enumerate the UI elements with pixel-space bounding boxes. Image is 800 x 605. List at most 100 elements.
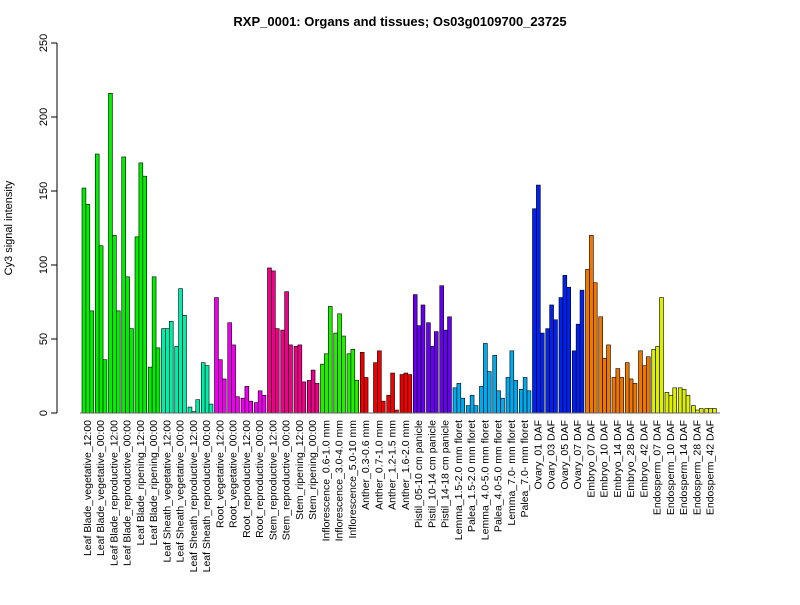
x-tick-label: Palea_1.5-2.0 mm floret: [466, 420, 478, 532]
bar: [138, 162, 144, 414]
y-axis: 0 50 100 150 200 250: [38, 34, 58, 416]
bar: [483, 343, 488, 414]
bar: [214, 297, 219, 414]
bar: [267, 267, 272, 414]
bar: [261, 394, 267, 414]
bar: [85, 204, 91, 414]
x-tick-label: Anther_0.7-1.0 mm: [373, 420, 385, 510]
x-tick-label: Inflorescence_3.0-4.0 mm: [334, 420, 346, 542]
bar: [373, 362, 378, 414]
bar: [619, 377, 624, 414]
x-tick-label: Root_reproductive_12:00: [241, 420, 253, 538]
bar: [615, 368, 621, 414]
bar: [469, 394, 475, 414]
bar: [691, 405, 696, 414]
x-tick-label: Root_vegetative_12:00: [214, 420, 226, 528]
x-tick-label: Embryo_28 DAF: [625, 420, 637, 498]
bar: [208, 403, 214, 414]
x-tick-label: Embryo_10 DAF: [599, 420, 611, 498]
x-tick-label: Stem_ripening_00:00: [307, 420, 319, 520]
x-tick-label: Anther_0.3-0.6 mm: [360, 420, 372, 510]
bar: [165, 328, 170, 414]
bar: [416, 325, 422, 414]
x-tick-label: Pistil_14-18 cm panicle: [440, 420, 452, 528]
bar: [129, 328, 134, 414]
bar: [147, 366, 153, 414]
bar: [403, 372, 409, 414]
bar: [142, 175, 147, 414]
bar: [151, 276, 157, 414]
x-tick-label: Ovary_07 DAF: [572, 420, 584, 489]
bar: [257, 390, 263, 414]
x-tick-label: Lemma_4.0-5.0 mm floret: [479, 420, 491, 540]
bar: [412, 294, 418, 414]
x-tick-label: Root_vegetative_00:00: [228, 420, 240, 528]
y-tick-label: 200: [38, 108, 50, 126]
bar: [566, 286, 571, 414]
bar: [513, 380, 518, 414]
x-tick-label: Anther_1.6-2.0 mm: [400, 420, 412, 510]
bar: [579, 289, 585, 414]
bar: [571, 350, 577, 414]
x-tick-label: Pistil_10-14 cm panicle: [426, 420, 438, 528]
bar: [125, 276, 130, 414]
bar: [195, 399, 200, 414]
bar: [200, 362, 206, 414]
x-tick-label: Ovary_03 DAF: [546, 420, 558, 489]
bar: [443, 329, 448, 414]
x-tick-label: Leaf Blade_vegetative_00:00: [95, 420, 107, 556]
bar: [532, 208, 537, 414]
bar: [426, 322, 431, 414]
bar: [324, 353, 329, 414]
bar: [280, 329, 285, 414]
bar: [235, 396, 240, 414]
x-tick-label: Leaf Blade_reproductive_00:00: [122, 420, 134, 566]
bar: [386, 394, 391, 414]
x-tick-label: Leaf Blade_ripening_12:00: [135, 420, 147, 546]
bar: [390, 372, 395, 414]
x-tick-label: Palea_4.0-5.0 mm floret: [493, 420, 505, 532]
bar: [327, 306, 333, 414]
bar: [522, 377, 528, 414]
x-tick-label: Ovary_01 DAF: [532, 420, 544, 489]
x-tick-label: Embryo_14 DAF: [612, 420, 624, 498]
x-tick-label: Leaf Sheath_reproductive_12:00: [188, 420, 200, 573]
bar: [536, 184, 541, 414]
chart-title: RXP_0001: Organs and tissues; Os03g01097…: [233, 14, 566, 29]
bar: [94, 153, 100, 414]
bar: [452, 387, 458, 414]
bar: [651, 349, 656, 414]
bar: [500, 397, 505, 414]
bar: [638, 350, 643, 414]
bar: [592, 282, 598, 414]
bar: [479, 386, 484, 414]
bar: [399, 374, 405, 414]
bar: [178, 288, 183, 414]
bar: [473, 405, 479, 414]
bar: [545, 328, 550, 414]
bar: [380, 400, 386, 414]
x-tick-label: Stem_reproductive_12:00: [267, 420, 279, 540]
bar: [589, 235, 594, 414]
bar: [642, 365, 647, 414]
bar: [168, 320, 174, 414]
x-tick-label: Palea_7.0- mm floret: [519, 420, 531, 518]
bar: [359, 352, 365, 414]
bar: [598, 316, 603, 414]
bar: [407, 374, 412, 414]
bar: [664, 391, 670, 414]
bar: [668, 394, 674, 414]
bar: [341, 335, 346, 414]
x-tick-label: Stem_ripening_12:00: [294, 420, 306, 520]
x-tick-label: Pistil_05-10 cm panicle: [413, 420, 425, 528]
bar: [681, 389, 687, 414]
bar: [677, 387, 683, 414]
bar: [227, 322, 232, 414]
bar: [363, 377, 369, 414]
bar: [708, 408, 713, 414]
x-tick-label: Root_reproductive_00:00: [254, 420, 266, 538]
bar: [240, 397, 246, 414]
x-tick-label: Lemma_1.5-2.0 mm floret: [453, 420, 465, 540]
x-tick-label: Endosperm_42 DAF: [705, 420, 717, 515]
bar: [606, 344, 611, 414]
